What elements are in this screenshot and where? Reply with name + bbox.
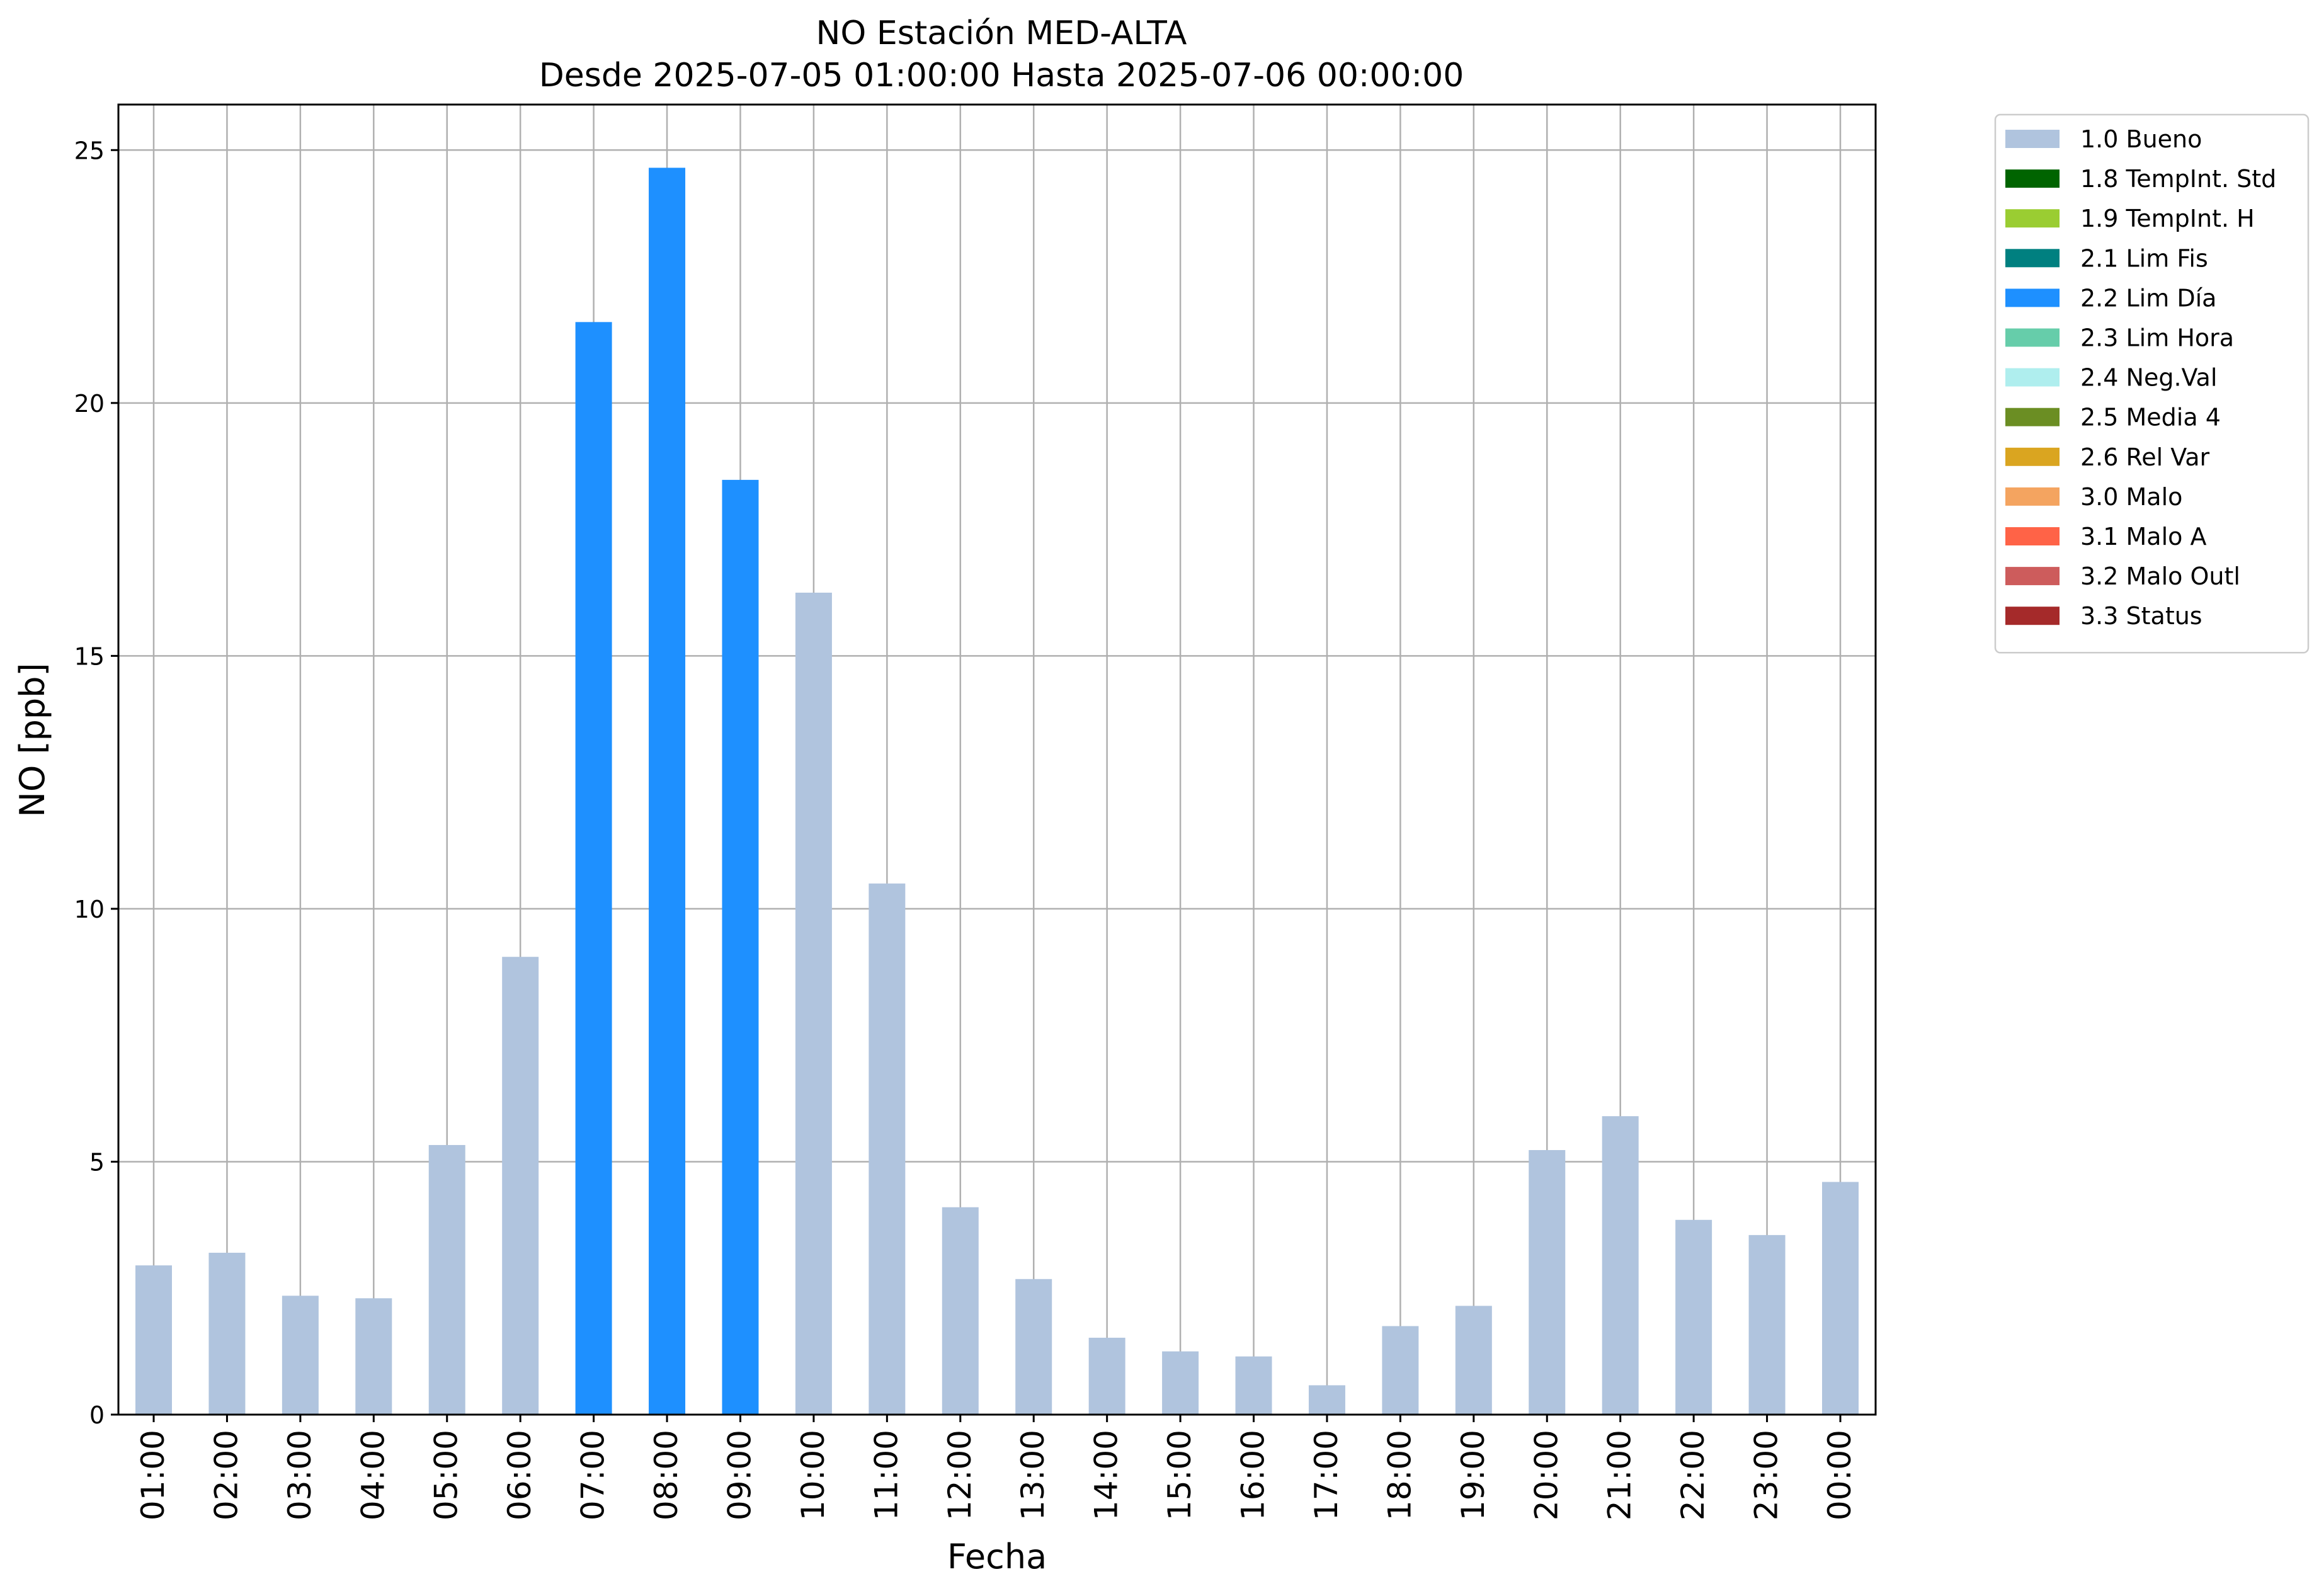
bar-1200 bbox=[942, 1207, 979, 1415]
bar-1700 bbox=[1308, 1385, 1345, 1415]
legend-swatch bbox=[2005, 567, 2060, 586]
legend-swatch bbox=[2005, 527, 2060, 545]
x-tick-label: 02:00 bbox=[208, 1430, 244, 1520]
y-tick-label: 25 bbox=[74, 137, 105, 164]
x-tick-label: 12:00 bbox=[942, 1430, 978, 1520]
bar-0600 bbox=[502, 957, 539, 1415]
x-tick-label: 20:00 bbox=[1528, 1430, 1564, 1520]
legend-swatch bbox=[2005, 368, 2060, 387]
bar-2000 bbox=[1529, 1149, 1566, 1415]
bar-0200 bbox=[208, 1253, 246, 1415]
x-tick-label: 13:00 bbox=[1015, 1430, 1051, 1520]
x-tick-label: 14:00 bbox=[1088, 1430, 1125, 1520]
y-tick-label: 20 bbox=[74, 390, 105, 418]
bar-1900 bbox=[1455, 1306, 1492, 1415]
x-tick-label: 22:00 bbox=[1675, 1430, 1711, 1520]
legend-label: 1.8 TempInt. Std bbox=[2080, 165, 2276, 193]
legend-label: 3.1 Malo A bbox=[2080, 523, 2206, 550]
x-tick-label: 21:00 bbox=[1602, 1430, 1638, 1520]
y-axis-ticks: 0 5 10 15 20 25 bbox=[74, 137, 118, 1429]
x-tick-label: 03:00 bbox=[282, 1430, 318, 1520]
legend-swatch bbox=[2005, 607, 2060, 625]
legend-swatch bbox=[2005, 209, 2060, 228]
bar-0500 bbox=[428, 1144, 465, 1415]
bar-0400 bbox=[355, 1298, 392, 1415]
legend-label: 1.0 Bueno bbox=[2080, 125, 2202, 153]
x-tick-label: 05:00 bbox=[428, 1430, 465, 1520]
x-tick-label: 23:00 bbox=[1748, 1430, 1785, 1520]
x-tick-label: 01:00 bbox=[135, 1430, 171, 1520]
bar-1100 bbox=[869, 883, 906, 1415]
legend-swatch bbox=[2005, 288, 2060, 307]
bar-0100 bbox=[135, 1265, 172, 1415]
chart-subtitle: Desde 2025-07-05 01:00:00 Hasta 2025-07-… bbox=[539, 57, 1464, 94]
bars-group bbox=[135, 168, 1859, 1415]
legend-swatch bbox=[2005, 249, 2060, 268]
bar-2300 bbox=[1748, 1234, 1786, 1415]
y-tick-label: 0 bbox=[89, 1401, 105, 1429]
legend-swatch bbox=[2005, 487, 2060, 506]
bar-1000 bbox=[795, 592, 832, 1415]
bar-1300 bbox=[1015, 1279, 1052, 1415]
legend-box bbox=[1994, 113, 2310, 654]
x-tick-label: 10:00 bbox=[795, 1430, 831, 1520]
legend-label: 2.4 Neg.Val bbox=[2080, 364, 2217, 392]
legend-label: 2.1 Lim Fis bbox=[2080, 244, 2208, 272]
y-tick-label: 10 bbox=[74, 896, 105, 923]
bar-2100 bbox=[1602, 1116, 1639, 1415]
x-axis-ticks: 01:00 02:00 03:00 04:00 05:00 06:00 07:00 08:00… bbox=[135, 1415, 1858, 1520]
bar-1600 bbox=[1235, 1356, 1272, 1415]
y-axis-label: NO [ppb] bbox=[13, 663, 52, 817]
bar-0700 bbox=[575, 322, 612, 1415]
legend: 1.0 Bueno 1.8 TempInt. Std 1.9 TempInt. H 2… bbox=[1994, 113, 2310, 654]
x-tick-label: 00:00 bbox=[1821, 1430, 1858, 1520]
x-tick-label: 04:00 bbox=[355, 1430, 391, 1520]
legend-label: 2.3 Lim Hora bbox=[2080, 324, 2234, 352]
legend-label: 2.2 Lim Día bbox=[2080, 284, 2216, 312]
legend-swatch bbox=[2005, 447, 2060, 466]
y-tick-label: 15 bbox=[74, 642, 105, 670]
x-tick-label: 06:00 bbox=[501, 1430, 538, 1520]
bar-1400 bbox=[1088, 1337, 1125, 1415]
x-tick-label: 15:00 bbox=[1161, 1430, 1198, 1520]
legend-swatch bbox=[2005, 169, 2060, 188]
legend-swatch bbox=[2005, 408, 2060, 426]
x-tick-label: 11:00 bbox=[868, 1430, 904, 1520]
bar-2200 bbox=[1675, 1219, 1712, 1415]
x-tick-label: 19:00 bbox=[1455, 1430, 1491, 1520]
bar-1800 bbox=[1382, 1326, 1419, 1415]
bar-1500 bbox=[1162, 1351, 1199, 1415]
x-axis-label: Fecha bbox=[947, 1537, 1047, 1576]
legend-label: 2.5 Media 4 bbox=[2080, 404, 2221, 431]
x-tick-label: 07:00 bbox=[575, 1430, 612, 1520]
legend-label: 3.3 Status bbox=[2080, 602, 2202, 630]
x-tick-label: 17:00 bbox=[1308, 1430, 1345, 1520]
x-tick-label: 08:00 bbox=[648, 1430, 685, 1520]
legend-label: 3.0 Malo bbox=[2080, 483, 2182, 511]
legend-swatch bbox=[2005, 328, 2060, 347]
chart-title: NO Estación MED-ALTA bbox=[816, 14, 1187, 52]
legend-label: 2.6 Rel Var bbox=[2080, 443, 2210, 471]
legend-label: 3.2 Malo Outl bbox=[2080, 562, 2240, 590]
bar-0800 bbox=[649, 168, 686, 1415]
legend-swatch bbox=[2005, 130, 2060, 148]
x-tick-label: 16:00 bbox=[1235, 1430, 1272, 1520]
legend-label: 1.9 TempInt. H bbox=[2080, 205, 2255, 232]
bar-0300 bbox=[282, 1296, 319, 1415]
bar-0000 bbox=[1822, 1182, 1859, 1415]
x-tick-label: 09:00 bbox=[721, 1430, 758, 1520]
x-tick-label: 18:00 bbox=[1381, 1430, 1418, 1520]
plot-frame bbox=[117, 103, 1877, 1416]
bar-0900 bbox=[722, 479, 759, 1415]
y-tick-label: 5 bbox=[89, 1148, 105, 1176]
